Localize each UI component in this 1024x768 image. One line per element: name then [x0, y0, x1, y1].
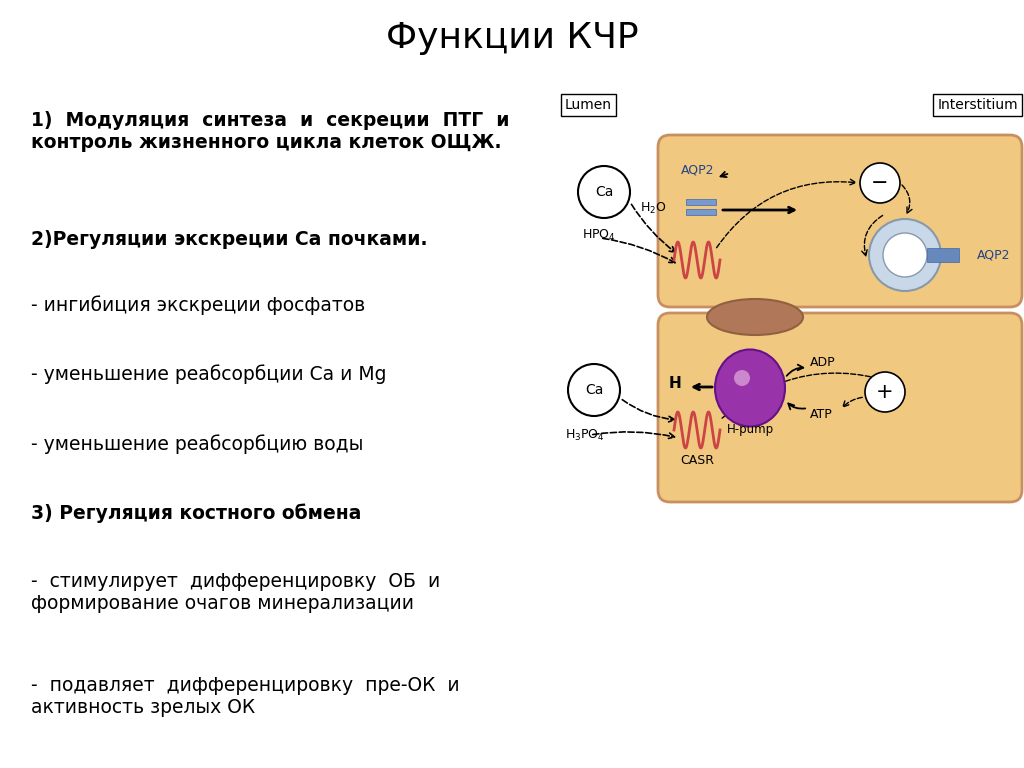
Text: CASR: CASR	[680, 453, 714, 466]
Text: ATP: ATP	[810, 409, 833, 422]
Text: Ca: Ca	[595, 185, 613, 199]
Text: 3) Регуляция костного обмена: 3) Регуляция костного обмена	[31, 503, 361, 522]
Text: H$_2$O: H$_2$O	[640, 200, 667, 216]
Text: - уменьшение реабсорбцию воды: - уменьшение реабсорбцию воды	[31, 434, 364, 454]
Circle shape	[860, 163, 900, 203]
Text: H-pump: H-pump	[726, 423, 773, 436]
Text: AQP2: AQP2	[977, 249, 1011, 261]
Text: Ca: Ca	[585, 383, 603, 397]
Ellipse shape	[734, 370, 750, 386]
Text: Функции КЧР: Функции КЧР	[386, 21, 638, 55]
Text: 1)  Модуляция  синтеза  и  секреции  ПТГ  и
контроль жизненного цикла клеток ОЩЖ: 1) Модуляция синтеза и секреции ПТГ и ко…	[31, 111, 509, 152]
Text: ADP: ADP	[810, 356, 836, 369]
Text: H: H	[669, 376, 681, 392]
Ellipse shape	[715, 349, 785, 426]
Bar	[686, 209, 716, 215]
Circle shape	[865, 372, 905, 412]
Bar	[686, 199, 716, 205]
FancyBboxPatch shape	[658, 135, 1022, 307]
Circle shape	[568, 364, 620, 416]
Text: Interstitium: Interstitium	[937, 98, 1018, 112]
Circle shape	[578, 166, 630, 218]
FancyBboxPatch shape	[658, 313, 1022, 502]
Circle shape	[883, 233, 927, 277]
Text: -  стимулирует  дифференцировку  ОБ  и
формирование очагов минерализации: - стимулирует дифференцировку ОБ и форми…	[31, 572, 440, 613]
Text: -  подавляет  дифференцировку  пре-ОК  и
активность зрелых ОК: - подавляет дифференцировку пре-ОК и акт…	[31, 676, 460, 717]
Text: H$_3$PO$_4$: H$_3$PO$_4$	[565, 428, 605, 442]
Ellipse shape	[707, 299, 803, 335]
Text: - ингибиция экскреции фосфатов: - ингибиция экскреции фосфатов	[31, 296, 365, 316]
Text: HPO$_4$: HPO$_4$	[582, 227, 615, 243]
Text: AQP2: AQP2	[681, 164, 715, 177]
Bar	[927, 248, 959, 262]
Text: Lumen: Lumen	[565, 98, 612, 112]
Text: −: −	[871, 173, 889, 193]
Text: - уменьшение реабсорбции Ca и Mg: - уменьшение реабсорбции Ca и Mg	[31, 365, 386, 385]
Circle shape	[869, 219, 941, 291]
Text: +: +	[877, 382, 894, 402]
Text: 2)Регуляции экскреции Ca почками.: 2)Регуляции экскреции Ca почками.	[31, 230, 427, 250]
